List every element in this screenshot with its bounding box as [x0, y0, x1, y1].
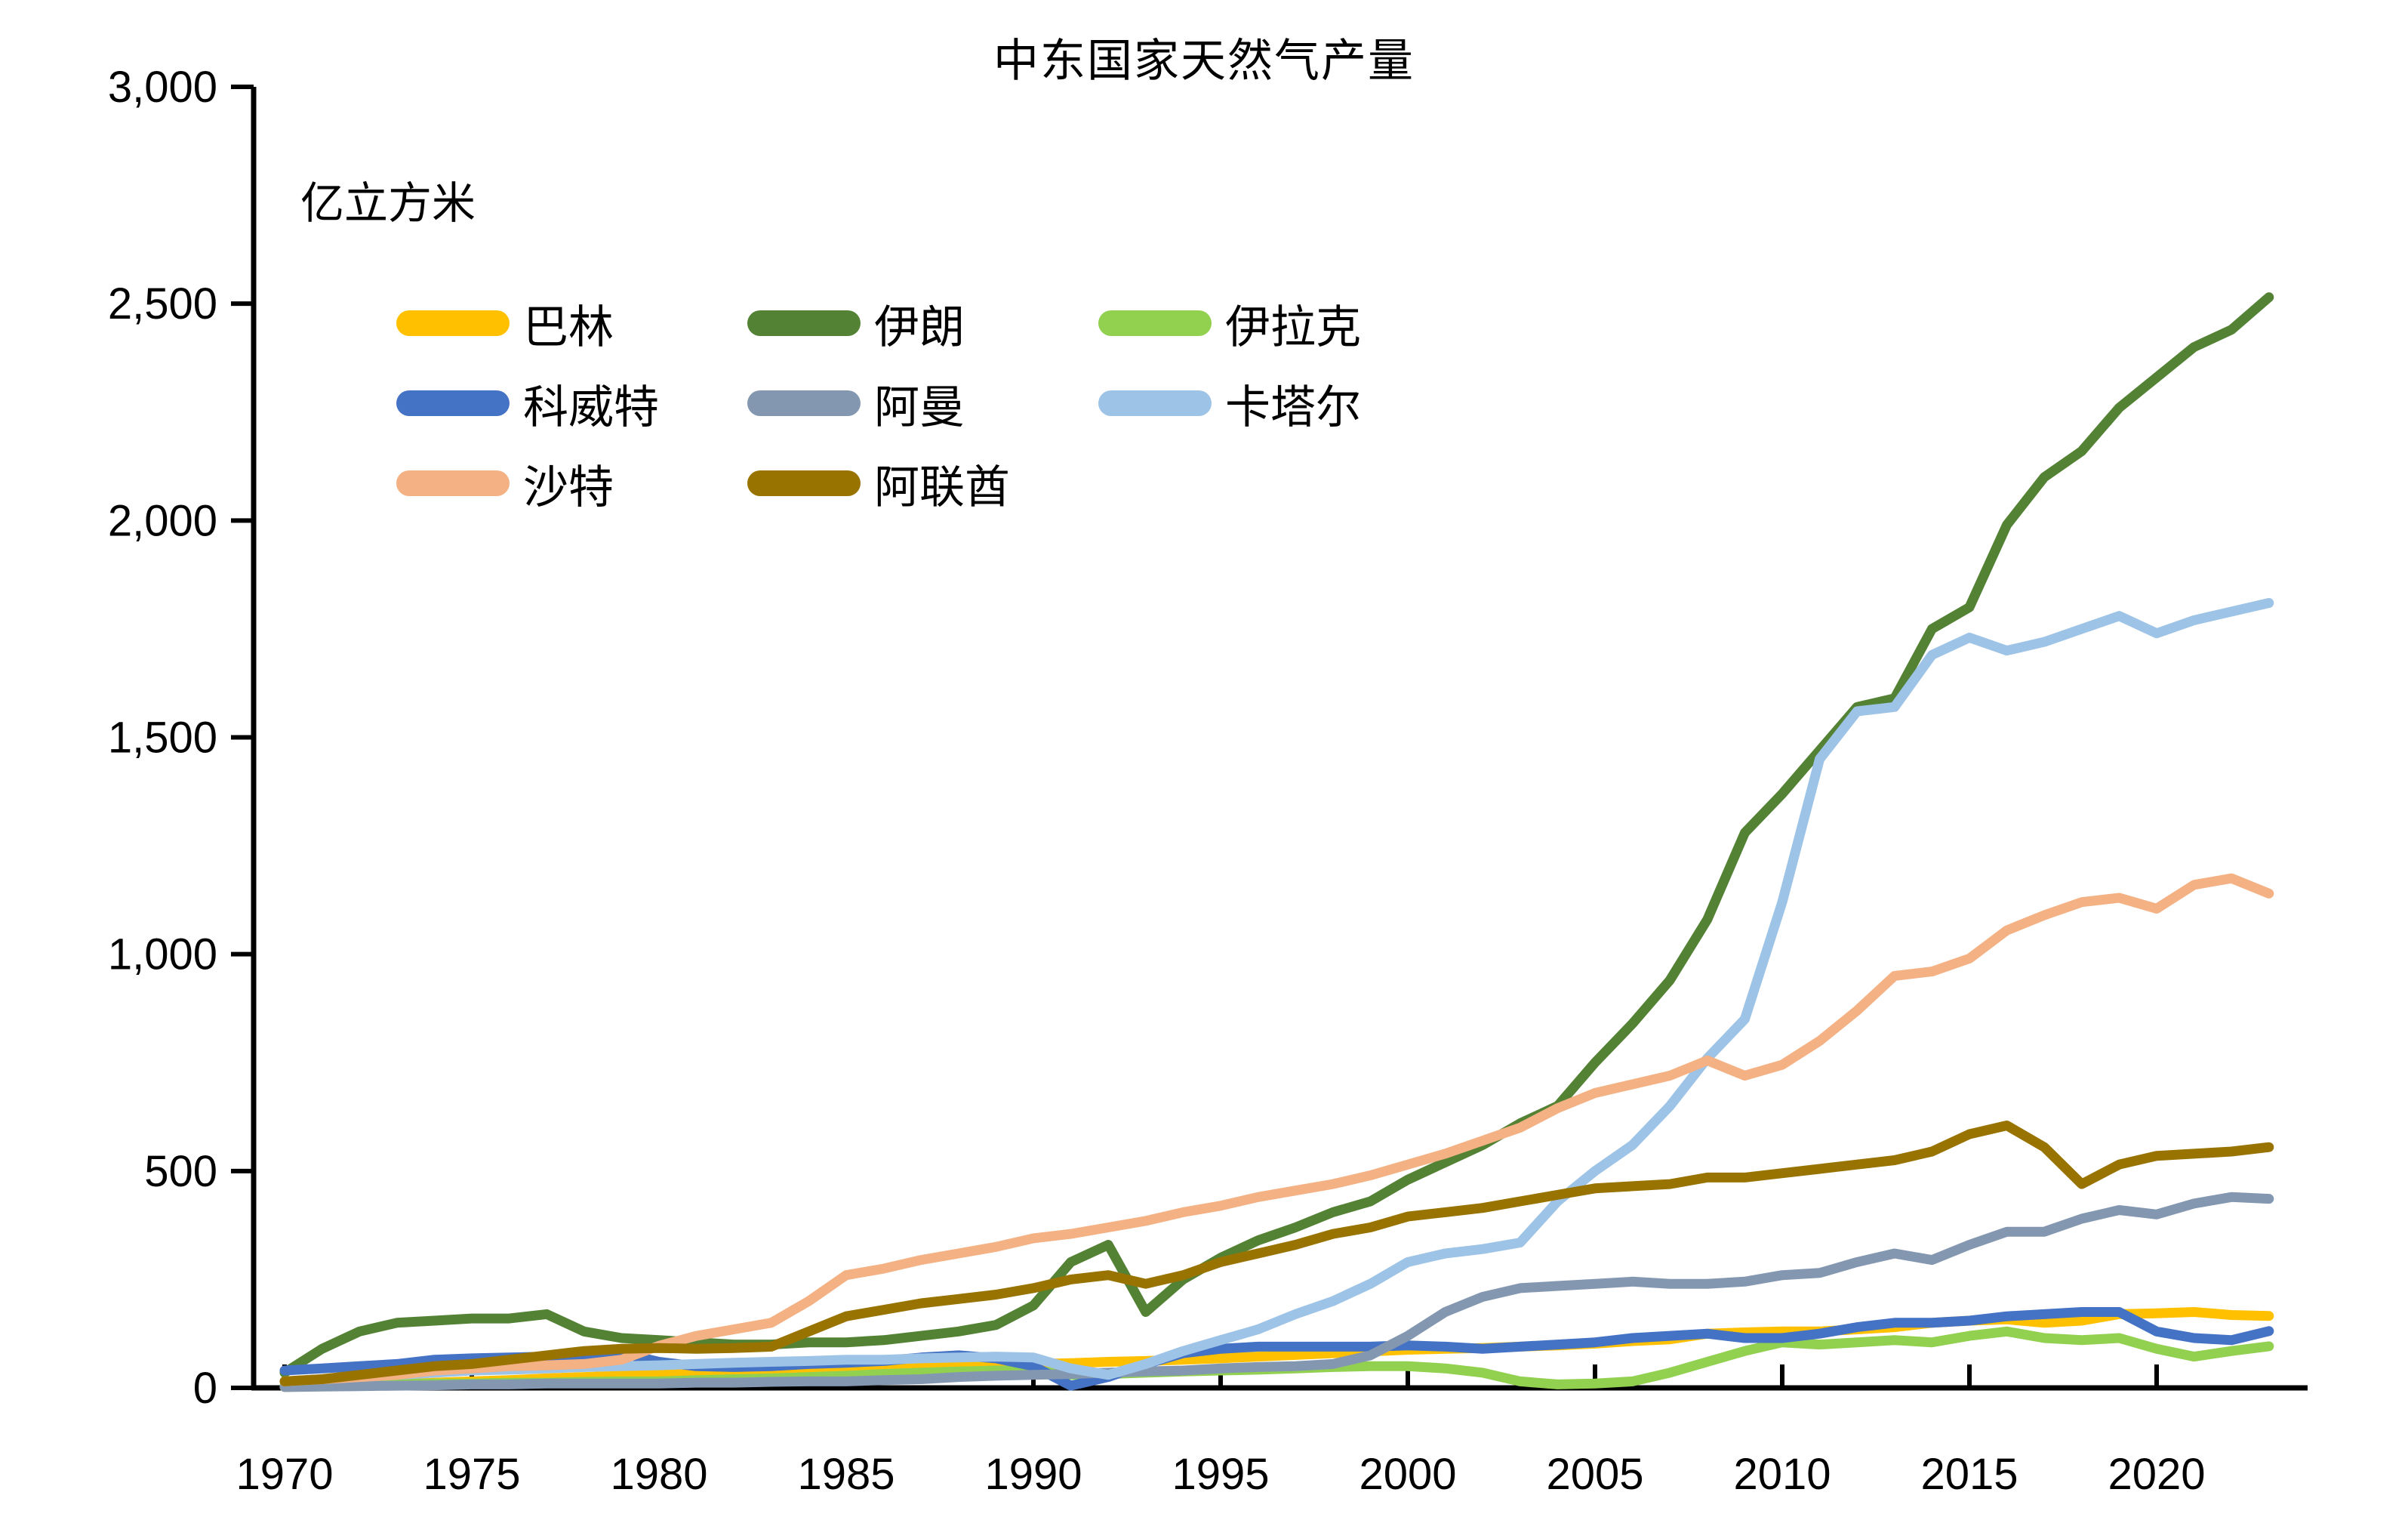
legend-item-qatar: 卡塔尔 — [1098, 376, 1449, 433]
legend-label-iran: 伊朗 — [874, 302, 965, 353]
x-axis-label: 1980 — [610, 1450, 707, 1499]
series-line-uae — [279, 1121, 2274, 1386]
x-axis-label: 1970 — [236, 1450, 333, 1499]
y-axis-label: 2,000 — [108, 496, 217, 545]
legend: 巴林 伊朗 伊拉克科威特 阿曼 卡塔尔沙特 阿联酋 — [396, 296, 1449, 513]
series-line-saudi — [279, 873, 2274, 1386]
legend-item-iraq: 伊拉克 — [1098, 296, 1449, 353]
y-axis-label: 2,500 — [108, 279, 217, 328]
chart-title: 中东国家天然气产量 — [993, 36, 1415, 86]
y-axis-label: 0 — [193, 1364, 217, 1413]
legend-label-kuwait: 科威特 — [523, 382, 659, 433]
legend-swatch-oman — [747, 390, 861, 416]
y-axis-label: 1,000 — [108, 930, 217, 979]
legend-label-saudi: 沙特 — [523, 462, 614, 513]
x-axis-label: 1995 — [1172, 1450, 1269, 1499]
y-axis-label: 1,500 — [108, 714, 217, 763]
x-axis-label: 1985 — [797, 1450, 895, 1499]
x-axis-label: 2010 — [1733, 1450, 1831, 1499]
legend-item-kuwait: 科威特 — [396, 376, 747, 433]
legend-swatch-iraq — [1098, 310, 1212, 336]
legend-label-uae: 阿联酋 — [874, 462, 1010, 513]
legend-item-oman: 阿曼 — [747, 376, 1098, 433]
legend-label-bahrain: 巴林 — [523, 302, 614, 353]
y-axis-label: 3,000 — [108, 63, 217, 112]
legend-swatch-uae — [747, 470, 861, 496]
series-line-iran — [279, 292, 2274, 1378]
x-axis-label: 2000 — [1359, 1450, 1456, 1499]
legend-item-uae: 阿联酋 — [747, 456, 1098, 513]
x-axis-label: 2015 — [1920, 1450, 2018, 1499]
legend-swatch-bahrain — [396, 310, 510, 336]
x-axis-label: 2020 — [2108, 1450, 2205, 1499]
legend-label-oman: 阿曼 — [874, 382, 965, 433]
legend-swatch-kuwait — [396, 390, 510, 416]
legend-item-bahrain: 巴林 — [396, 296, 747, 353]
y-axis-unit-label: 亿立方米 — [300, 179, 476, 228]
legend-item-saudi: 沙特 — [396, 456, 747, 513]
series-line-oman — [279, 1192, 2274, 1392]
legend-item-iran: 伊朗 — [747, 296, 1098, 353]
y-axis-label: 500 — [144, 1147, 217, 1196]
x-axis-label: 1990 — [984, 1450, 1082, 1499]
legend-label-iraq: 伊拉克 — [1225, 302, 1361, 353]
legend-swatch-iran — [747, 310, 861, 336]
x-axis-label: 2005 — [1546, 1450, 1643, 1499]
legend-label-qatar: 卡塔尔 — [1225, 382, 1361, 433]
legend-swatch-saudi — [396, 470, 510, 496]
series-line-qatar — [279, 598, 2274, 1386]
x-axis-label: 1975 — [423, 1450, 520, 1499]
legend-swatch-qatar — [1098, 390, 1212, 416]
